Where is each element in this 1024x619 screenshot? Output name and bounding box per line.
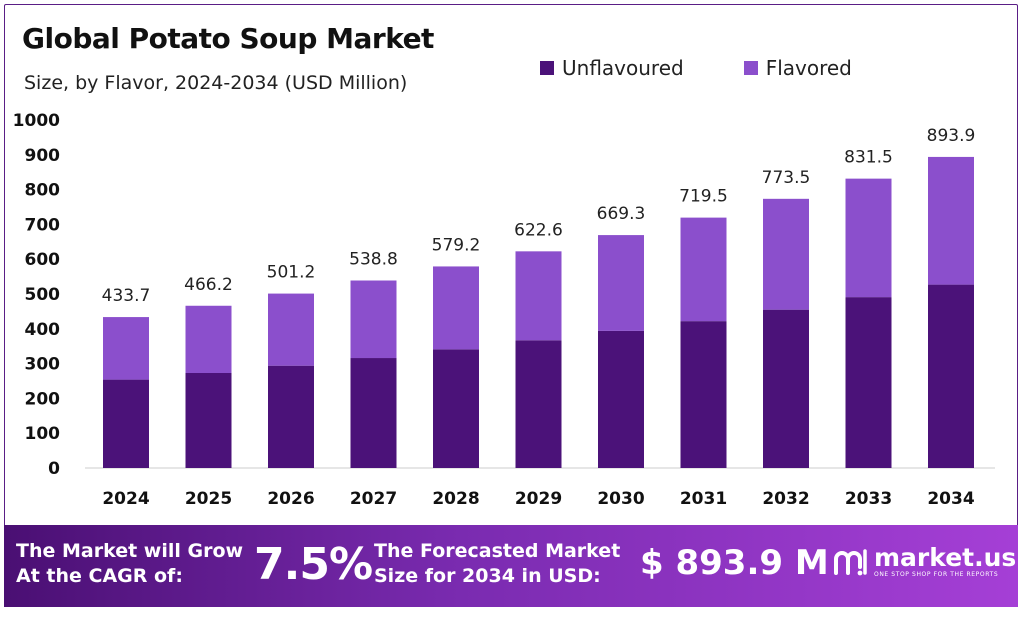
y-tick-label: 400 [25,320,61,340]
brand-logo: market.us ONE STOP SHOP FOR THE REPORTS [832,545,1016,579]
bar-segment-flavored [845,178,892,298]
legend-item-flavored: Flavored [743,56,852,80]
x-tick-label: 2033 [845,489,892,509]
bar-segment-unflavoured [680,321,727,468]
bar-total-label: 579.2 [432,235,481,255]
y-tick-label: 100 [25,424,61,444]
bar-total-label: 893.9 [927,126,976,146]
y-tick-label: 700 [25,215,61,235]
cagr-value: 7.5% [254,539,373,590]
bar-segment-unflavoured [350,358,397,468]
bar-total-label: 433.7 [102,286,151,306]
x-tick-label: 2027 [350,489,397,509]
y-tick-label: 200 [25,389,61,409]
cagr-caption: The Market will Grow At the CAGR of: [16,540,244,587]
y-tick-label: 300 [25,355,61,375]
bar-total-label: 622.6 [514,220,563,240]
bar-segment-flavored [515,251,562,341]
legend-label-flavored: Flavored [765,56,852,80]
market-us-logo-icon [834,549,867,576]
bar-total-label: 719.5 [679,187,728,207]
bar-segment-unflavoured [763,309,809,468]
y-tick-label: 500 [25,285,61,305]
bar-segment-unflavoured [433,349,479,468]
bar-segment-unflavoured [598,330,644,468]
bar-chart: 0 100 200 300 400 500 600 700 800 900 1000 433.7 202… [13,111,995,509]
bar-segment-unflavoured [845,297,892,468]
bar-segment-flavored [763,198,809,310]
bar-segment-flavored [680,217,727,322]
x-tick-label: 2029 [515,489,562,509]
bar-total-label: 831.5 [844,148,893,168]
forecast-caption: The Forecasted Market Size for 2034 in U… [374,540,621,587]
x-tick-label: 2032 [762,489,809,509]
y-tick-label: 900 [25,146,61,166]
bar-total-label: 773.5 [762,168,811,188]
bar-segment-flavored [928,156,974,285]
x-tick-label: 2028 [432,489,479,509]
legend-item-unflavoured: Unflavoured [540,56,684,80]
x-tick-label: 2031 [680,489,727,509]
y-tick-label: 800 [25,181,61,201]
bar-segment-unflavoured [185,372,232,468]
legend-swatch-unflavoured [540,61,554,75]
forecast-value: $ 893.9 M [640,543,829,583]
chart-title: Global Potato Soup Market [22,22,434,55]
bar-segment-flavored [350,280,397,359]
bar-segment-unflavoured [268,365,314,468]
brand-tagline: ONE STOP SHOP FOR THE REPORTS [874,571,999,578]
y-tick-label: 1000 [13,111,60,131]
bar-segment-flavored [185,305,232,373]
bar-segment-flavored [433,266,479,350]
y-tick-label: 600 [25,250,61,270]
bar-total-label: 466.2 [184,275,233,295]
summary-banner: The Market will Grow At the CAGR of: 7.5… [4,525,1018,607]
chart-subtitle: Size, by Flavor, 2024-2034 (USD Million) [24,72,408,94]
x-tick-label: 2030 [597,489,644,509]
y-tick-label: 0 [48,459,60,479]
bar-segment-unflavoured [928,284,974,468]
brand-name: market.us [874,543,1017,572]
legend-label-unflavoured: Unflavoured [562,56,684,80]
bar-total-label: 501.2 [267,263,316,283]
x-tick-label: 2024 [102,489,149,509]
x-tick-label: 2025 [185,489,232,509]
legend: Unflavoured Flavored [540,56,852,80]
x-tick-label: 2034 [927,489,974,509]
bar-segment-flavored [598,235,644,331]
bar-segment-unflavoured [515,340,562,468]
x-tick-label: 2026 [267,489,314,509]
bar-total-label: 669.3 [597,204,646,224]
bar-segment-flavored [103,317,149,380]
bar-total-label: 538.8 [349,249,398,269]
legend-swatch-flavored [743,61,758,75]
bar-segment-flavored [268,293,314,366]
bar-segment-unflavoured [103,379,149,468]
